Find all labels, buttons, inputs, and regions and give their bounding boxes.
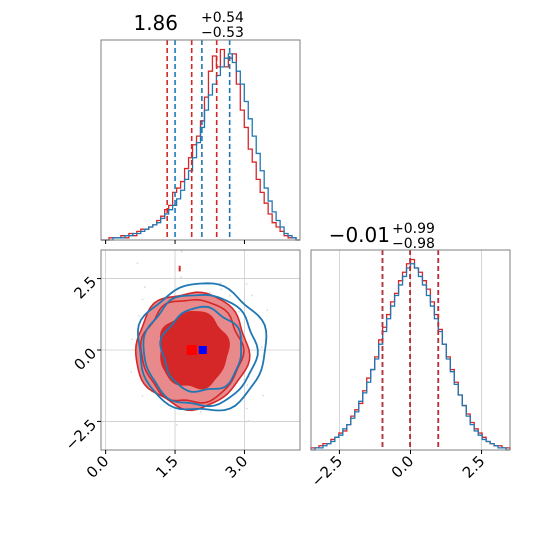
marker-red [186,345,197,355]
red-contour-second [139,298,245,404]
scatter-point [180,276,182,278]
blue-contour-outer [136,282,268,412]
title-param-1: 1.86 +0.54 −0.53 [133,10,244,41]
scatter-point [248,375,250,378]
scatter-point [141,395,144,397]
scatter-point [238,311,240,313]
title-param-2: −0.01 +0.99 −0.98 [329,221,435,252]
hist-panel-param-1 [100,39,301,244]
scatter-point [247,420,250,422]
scatter-point [199,411,202,413]
scatter-point [169,407,172,410]
hist2-xtick-label-1: 0.0 [388,452,418,482]
hist1-series-blue [101,53,300,241]
title-1-main: 1.86 [133,11,178,35]
scatter-point [219,282,222,284]
hist2-xtick-label-2: 2.5 [459,452,489,482]
scatter-point [130,371,133,373]
scatter-point [176,424,178,426]
hist-panel-param-2: −2.5 0.0 2.5 [308,249,511,491]
scatter-point [229,294,231,297]
hist1-series-red [101,48,300,241]
scatter-point [261,346,263,348]
joint-ytick-label-2: 2.5 [70,273,100,303]
joint-xtick-label-2: 3.0 [222,452,252,482]
title-2-upper: +0.99 [392,221,435,237]
scatter-point [138,315,140,317]
title-1-lower: −0.53 [201,25,244,41]
scatter-point [136,262,139,264]
scatter-point [245,421,248,423]
joint-ytick-label-0: −2.5 [62,416,100,454]
blue-contour-second [142,293,259,408]
hist2-xtick-label-0: −2.5 [308,452,346,490]
hist2-series-blue [311,263,510,451]
scatter-point [209,292,211,294]
scatter-point [266,309,268,312]
title-2-main: −0.01 [329,223,390,247]
scatter-point [131,338,133,341]
scatter-point [251,294,253,297]
scatter-point [246,384,248,386]
scatter-point [144,286,146,288]
scatter-point [180,250,183,253]
scatter-point [262,394,264,397]
scatter-point [243,379,245,381]
scatter-point [220,288,222,290]
joint-xtick-label-0: 0.0 [83,452,113,482]
joint-ytick-label-1: 0.0 [70,344,100,374]
joint-panel: 0.0 1.5 3.0−2.50.02.5 [62,249,301,482]
marker-blue [198,346,207,354]
title-2-lower: −0.98 [392,236,435,252]
hist1-frame [100,39,301,241]
title-1-upper: +0.54 [201,10,244,26]
scatter-point [245,283,248,285]
scatter-point [246,407,248,410]
blue-contour-inner [159,305,242,393]
joint-xtick-label-1: 1.5 [152,452,182,482]
scatter-point [141,298,144,301]
